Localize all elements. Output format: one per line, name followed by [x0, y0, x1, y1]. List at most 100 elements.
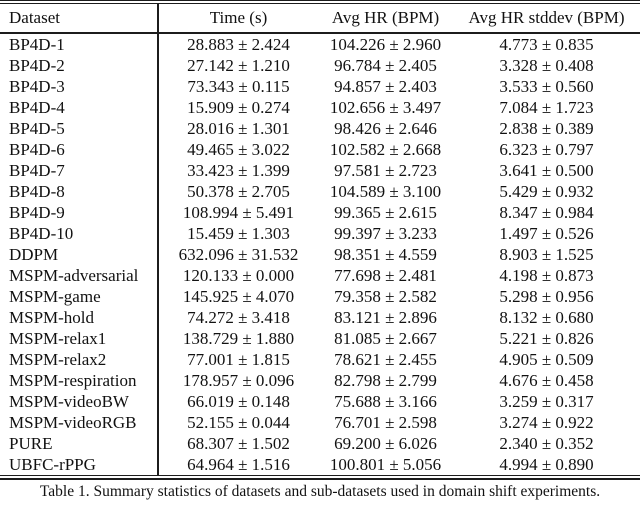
dataset-cell: MSPM-game: [0, 286, 159, 307]
header-row: Dataset Time (s) Avg HR (BPM) Avg HR std…: [0, 4, 640, 34]
avg-hr-stddev-bpm-cell: 3.328 ± 0.408: [499, 55, 594, 75]
dataset-cell: MSPM-videoRGB: [0, 412, 159, 433]
time-s-cell: 64.964 ± 1.516: [187, 454, 290, 474]
column-header-avg-hr: Avg HR (BPM): [318, 4, 453, 34]
time-s-cell: 73.343 ± 0.115: [187, 76, 290, 96]
avg-hr-stddev-bpm-cell: 8.347 ± 0.984: [499, 202, 594, 222]
table-row: MSPM-videoBW 66.019 ± 0.148 75.688 ± 3.166…: [0, 391, 640, 412]
avg-hr-stddev-bpm-cell: 7.084 ± 1.723: [499, 97, 594, 117]
dataset-cell: MSPM-respiration: [0, 370, 159, 391]
avg-hr-stddev-bpm-cell: 8.132 ± 0.680: [499, 307, 594, 327]
dataset-cell: BP4D-9: [0, 202, 159, 223]
time-s-cell: 77.001 ± 1.815: [187, 349, 290, 369]
avg-hr-stddev-bpm-cell: 3.533 ± 0.560: [499, 76, 594, 96]
time-s-cell: 15.909 ± 0.274: [187, 97, 290, 117]
column-header-dataset: Dataset: [0, 4, 159, 34]
column-header-time: Time (s): [158, 4, 318, 34]
table-row: BP4D-1 28.883 ± 2.424 104.226 ± 2.960 4.773…: [0, 33, 640, 55]
time-s-cell: 28.883 ± 2.424: [187, 34, 290, 54]
time-s-cell: 178.957 ± 0.096: [182, 370, 295, 390]
avg-hr-bpm-cell: 99.365 ± 2.615: [334, 202, 437, 222]
table-row: MSPM-relax2 77.001 ± 1.815 78.621 ± 2.455 4…: [0, 349, 640, 370]
time-s-cell: 28.016 ± 1.301: [187, 118, 290, 138]
dataset-cell: BP4D-1: [0, 33, 159, 55]
avg-hr-bpm-cell: 102.582 ± 2.668: [329, 139, 442, 159]
avg-hr-bpm-cell: 77.698 ± 2.481: [334, 265, 437, 285]
table-caption: Table 1. Summary statistics of datasets …: [39, 483, 601, 500]
dataset-cell: BP4D-8: [0, 181, 159, 202]
table-row: BP4D-4 15.909 ± 0.274 102.656 ± 3.497 7.084…: [0, 97, 640, 118]
bottom-double-rule: [0, 475, 640, 480]
time-s-cell: 145.925 ± 4.070: [182, 286, 295, 306]
table-body: BP4D-1 28.883 ± 2.424 104.226 ± 2.960 4.773…: [0, 33, 640, 475]
dataset-cell: BP4D-5: [0, 118, 159, 139]
time-s-cell: 33.423 ± 1.399: [187, 160, 290, 180]
avg-hr-bpm-cell: 102.656 ± 3.497: [329, 97, 442, 117]
column-header-avg-hr-stddev: Avg HR stddev (BPM): [453, 4, 640, 34]
avg-hr-stddev-bpm-cell: 8.903 ± 1.525: [499, 244, 594, 264]
table-row: MSPM-relax1 138.729 ± 1.880 81.085 ± 2.667…: [0, 328, 640, 349]
table-row: BP4D-3 73.343 ± 0.115 94.857 ± 2.403 3.533 …: [0, 76, 640, 97]
rule-line: [0, 478, 640, 480]
avg-hr-bpm-cell: 78.621 ± 2.455: [334, 349, 437, 369]
avg-hr-stddev-bpm-cell: 5.429 ± 0.932: [499, 181, 594, 201]
dataset-cell: UBFC-rPPG: [0, 454, 159, 475]
dataset-cell: BP4D-4: [0, 97, 159, 118]
avg-hr-stddev-bpm-cell: 1.497 ± 0.526: [499, 223, 594, 243]
avg-hr-stddev-bpm-cell: 4.198 ± 0.873: [499, 265, 594, 285]
avg-hr-stddev-bpm-cell: 4.676 ± 0.458: [499, 370, 594, 390]
dataset-cell: BP4D-3: [0, 76, 159, 97]
avg-hr-stddev-bpm-cell: 2.838 ± 0.389: [499, 118, 594, 138]
avg-hr-stddev-bpm-cell: 5.298 ± 0.956: [499, 286, 594, 306]
avg-hr-bpm-cell: 81.085 ± 2.667: [334, 328, 437, 348]
table-row: PURE 68.307 ± 1.502 69.200 ± 6.026 2.340 ± …: [0, 433, 640, 454]
avg-hr-bpm-cell: 82.798 ± 2.799: [334, 370, 437, 390]
time-s-cell: 138.729 ± 1.880: [182, 328, 295, 348]
time-s-cell: 15.459 ± 1.303: [187, 223, 290, 243]
avg-hr-stddev-bpm-cell: 4.773 ± 0.835: [499, 34, 594, 54]
table-row: UBFC-rPPG 64.964 ± 1.516 100.801 ± 5.056 4.…: [0, 454, 640, 475]
avg-hr-bpm-cell: 79.358 ± 2.582: [334, 286, 437, 306]
time-s-cell: 52.155 ± 0.044: [187, 412, 290, 432]
avg-hr-stddev-bpm-cell: 3.259 ± 0.317: [499, 391, 594, 411]
time-s-cell: 74.272 ± 3.418: [187, 307, 290, 327]
table-header: Dataset Time (s) Avg HR (BPM) Avg HR std…: [0, 4, 640, 34]
table-row: MSPM-videoRGB 52.155 ± 0.044 76.701 ± 2.59…: [0, 412, 640, 433]
dataset-cell: MSPM-videoBW: [0, 391, 159, 412]
avg-hr-stddev-bpm-cell: 2.340 ± 0.352: [499, 433, 594, 453]
dataset-cell: MSPM-adversarial: [0, 265, 159, 286]
rule-line: [0, 0, 640, 1]
time-s-cell: 120.133 ± 0.000: [182, 265, 295, 285]
dataset-cell: BP4D-2: [0, 55, 159, 76]
avg-hr-stddev-bpm-cell: 3.641 ± 0.500: [499, 160, 594, 180]
avg-hr-stddev-bpm-cell: 5.221 ± 0.826: [499, 328, 594, 348]
table-row: MSPM-respiration 178.957 ± 0.096 82.798 ± …: [0, 370, 640, 391]
dataset-cell: MSPM-hold: [0, 307, 159, 328]
table-row: BP4D-8 50.378 ± 2.705 104.589 ± 3.100 5.429…: [0, 181, 640, 202]
dataset-cell: DDPM: [0, 244, 159, 265]
table-row: BP4D-10 15.459 ± 1.303 99.397 ± 3.233 1.497…: [0, 223, 640, 244]
dataset-cell: BP4D-10: [0, 223, 159, 244]
avg-hr-bpm-cell: 100.801 ± 5.056: [329, 454, 442, 474]
dataset-cell: BP4D-6: [0, 139, 159, 160]
time-s-cell: 108.994 ± 5.491: [182, 202, 295, 222]
avg-hr-stddev-bpm-cell: 3.274 ± 0.922: [499, 412, 594, 432]
dataset-cell: PURE: [0, 433, 159, 454]
avg-hr-bpm-cell: 69.200 ± 6.026: [334, 433, 437, 453]
table-row: MSPM-adversarial 120.133 ± 0.000 77.698 ± …: [0, 265, 640, 286]
time-s-cell: 27.142 ± 1.210: [187, 55, 290, 75]
table-row: BP4D-9 108.994 ± 5.491 99.365 ± 2.615 8.347…: [0, 202, 640, 223]
avg-hr-bpm-cell: 75.688 ± 3.166: [334, 391, 437, 411]
avg-hr-bpm-cell: 76.701 ± 2.598: [334, 412, 437, 432]
time-s-cell: 66.019 ± 0.148: [187, 391, 290, 411]
table-row: BP4D-5 28.016 ± 1.301 98.426 ± 2.646 2.838 …: [0, 118, 640, 139]
avg-hr-bpm-cell: 96.784 ± 2.405: [334, 55, 437, 75]
avg-hr-bpm-cell: 99.397 ± 3.233: [334, 223, 437, 243]
top-double-rule: [0, 0, 640, 4]
time-s-cell: 49.465 ± 3.022: [187, 139, 290, 159]
avg-hr-stddev-bpm-cell: 4.994 ± 0.890: [499, 454, 594, 474]
avg-hr-bpm-cell: 83.121 ± 2.896: [334, 307, 437, 327]
rule-line: [0, 3, 640, 4]
avg-hr-bpm-cell: 98.426 ± 2.646: [334, 118, 437, 138]
